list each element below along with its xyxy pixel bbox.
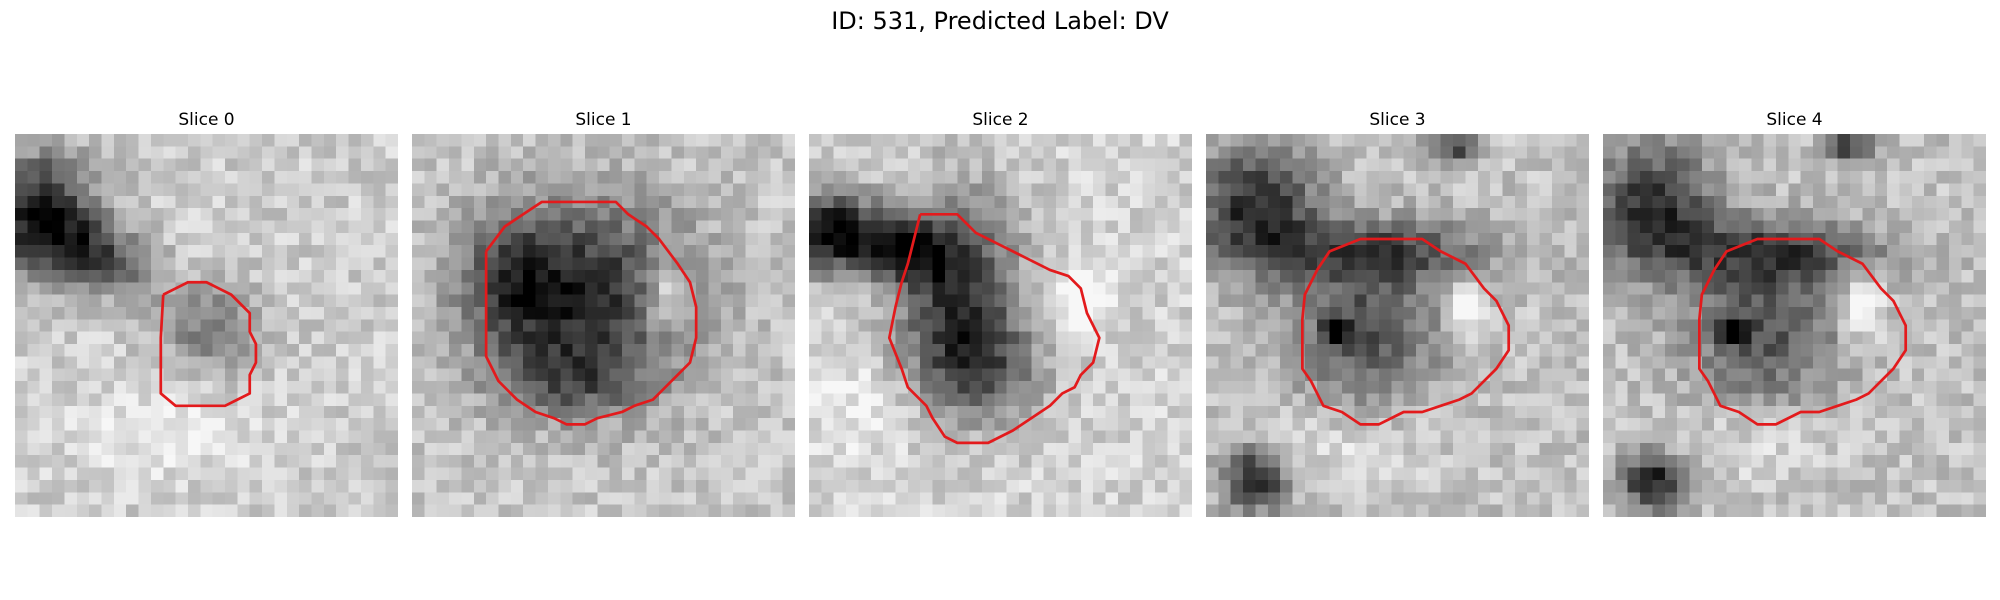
slice-image-2: [809, 134, 1192, 517]
slice-image-3: [1206, 134, 1589, 517]
slice-title-1: Slice 1: [575, 110, 632, 130]
figure-title: ID: 531, Predicted Label: DV: [831, 7, 1169, 35]
slice-panel-4: [1603, 134, 1986, 517]
slice-panel-1: [412, 134, 795, 517]
pixel-grid: [809, 134, 1192, 517]
slice-image-1: [412, 134, 795, 517]
pixel-grid: [412, 134, 795, 517]
slice-title-4: Slice 4: [1766, 110, 1823, 130]
slice-panel-0: [15, 134, 398, 517]
segmentation-contour: [484, 200, 698, 426]
slice-title-3: Slice 3: [1369, 110, 1426, 130]
slice-title-0: Slice 0: [178, 110, 235, 130]
slice-image-0: [15, 134, 398, 517]
pixel-grid: [1206, 134, 1589, 517]
segmentation-contour: [1698, 237, 1908, 426]
pixel-grid: [15, 134, 398, 517]
slice-title-2: Slice 2: [972, 110, 1029, 130]
pixel-grid: [1603, 134, 1986, 517]
segmentation-contour: [887, 212, 1101, 445]
segmentation-contour: [159, 280, 258, 408]
slice-panel-2: [809, 134, 1192, 517]
slice-image-4: [1603, 134, 1986, 517]
segmentation-contour: [1301, 237, 1511, 426]
slice-panel-3: [1206, 134, 1589, 517]
